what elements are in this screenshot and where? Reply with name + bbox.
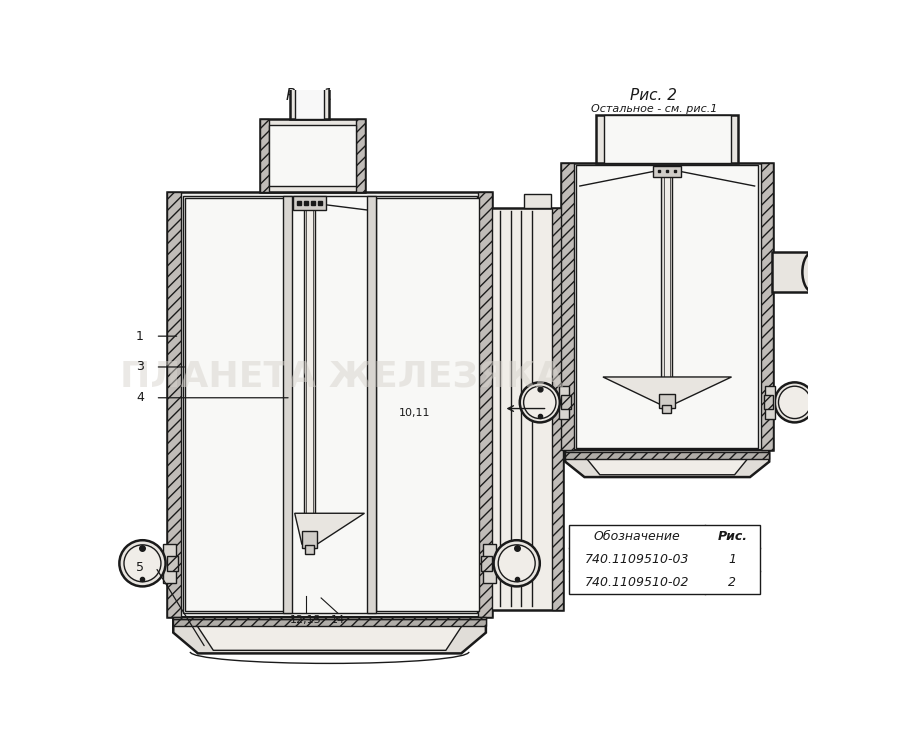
Bar	[653, 166, 680, 177]
Circle shape	[493, 540, 540, 586]
Text: ПЛАНЕТА ЖЕЛЕЗЯКА: ПЛАНЕТА ЖЕЛЕЗЯКА	[121, 360, 563, 394]
Bar	[771, 252, 813, 292]
Circle shape	[778, 386, 811, 419]
Bar	[367, 196, 376, 613]
Polygon shape	[583, 454, 752, 475]
Polygon shape	[559, 386, 569, 419]
Bar	[662, 405, 671, 413]
Text: Рис. 1: Рис. 1	[286, 88, 333, 103]
Circle shape	[124, 545, 161, 582]
Bar	[376, 198, 479, 611]
Bar	[269, 125, 356, 186]
Circle shape	[499, 545, 536, 582]
Bar	[760, 163, 773, 450]
Text: 3: 3	[136, 361, 144, 373]
Bar	[664, 171, 670, 408]
Bar	[167, 192, 181, 617]
Bar	[596, 115, 738, 163]
Bar	[562, 396, 571, 409]
Bar	[525, 194, 552, 207]
Circle shape	[120, 540, 166, 586]
Text: Рис.: Рис.	[717, 530, 747, 543]
Polygon shape	[194, 621, 465, 650]
Bar	[293, 196, 326, 210]
Bar	[184, 198, 288, 611]
Ellipse shape	[803, 252, 824, 292]
Text: Остальное - см. рис.1: Остальное - см. рис.1	[590, 104, 717, 114]
Bar	[562, 163, 573, 450]
Text: 740.1109510-03: 740.1109510-03	[585, 553, 689, 566]
Bar	[562, 163, 773, 450]
Bar	[259, 119, 269, 192]
Text: 14: 14	[331, 615, 345, 625]
Bar	[569, 525, 760, 594]
Bar	[604, 115, 731, 163]
Bar	[576, 165, 759, 448]
Bar	[174, 617, 486, 619]
Polygon shape	[765, 386, 776, 419]
Polygon shape	[565, 450, 770, 477]
Bar	[304, 202, 315, 548]
Bar	[167, 556, 178, 571]
Bar	[565, 453, 770, 459]
Bar	[167, 192, 492, 617]
Bar	[488, 208, 562, 610]
Bar	[284, 196, 292, 613]
Bar	[183, 196, 477, 613]
Text: 1: 1	[136, 330, 144, 343]
Polygon shape	[482, 544, 496, 583]
Text: 5: 5	[136, 561, 144, 574]
Polygon shape	[294, 513, 364, 544]
Bar	[764, 396, 773, 409]
Bar	[552, 208, 562, 610]
Bar	[295, 69, 324, 119]
Bar	[356, 119, 365, 192]
Bar	[302, 531, 318, 548]
Circle shape	[520, 382, 560, 423]
Text: 12,13: 12,13	[290, 615, 321, 625]
Bar	[478, 192, 492, 617]
Text: 2: 2	[728, 576, 736, 589]
Text: 4: 4	[136, 391, 144, 404]
Text: Рис. 2: Рис. 2	[630, 88, 677, 103]
Text: 740.1109510-02: 740.1109510-02	[585, 576, 689, 589]
Bar	[659, 394, 674, 408]
Bar	[662, 171, 672, 408]
Bar	[174, 619, 486, 627]
Bar	[259, 119, 365, 192]
Bar	[307, 202, 312, 548]
Bar	[305, 545, 314, 554]
Bar	[482, 556, 492, 571]
Polygon shape	[603, 377, 732, 404]
Polygon shape	[174, 617, 486, 654]
Bar	[291, 69, 328, 119]
Circle shape	[524, 386, 556, 419]
Polygon shape	[163, 544, 176, 583]
Text: 10,11: 10,11	[400, 408, 431, 418]
Text: 1: 1	[728, 553, 736, 566]
Text: Обозначение: Обозначение	[593, 530, 680, 543]
Circle shape	[775, 382, 814, 423]
